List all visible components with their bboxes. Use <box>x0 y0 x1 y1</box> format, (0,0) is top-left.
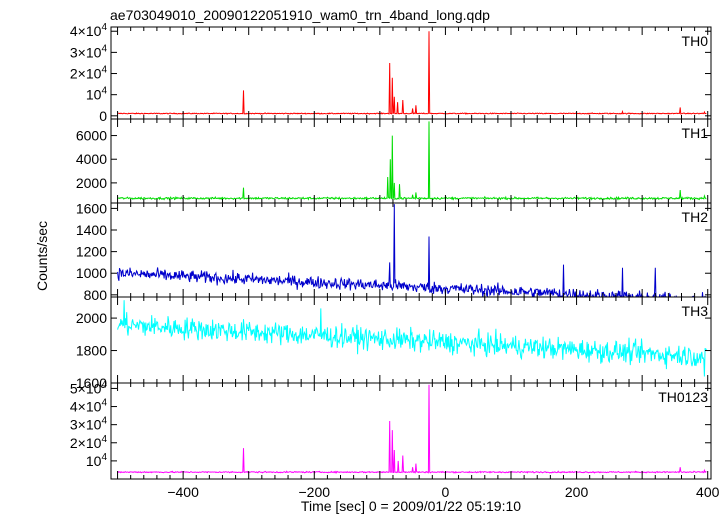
y-tick-label: 1600 <box>76 200 107 216</box>
panel-label-th2: TH2 <box>682 209 709 225</box>
y-tick-label: 1200 <box>76 244 107 260</box>
y-tick-label: 800 <box>84 287 108 303</box>
y-tick-label: 0 <box>99 108 107 124</box>
y-tick-label: 104 <box>86 86 108 103</box>
y-tick-label: 4×104 <box>70 22 108 39</box>
y-tick-label: 4×104 <box>70 398 108 415</box>
panel-label-th0: TH0 <box>682 33 709 49</box>
x-tick-label: −400 <box>167 484 199 500</box>
y-tick-label: 2000 <box>76 175 107 191</box>
x-axis-title: Time [sec] 0 = 2009/01/22 05:19:10 <box>301 498 521 514</box>
y-tick-label: 3×104 <box>70 43 108 60</box>
panel-label-th3: TH3 <box>682 303 709 319</box>
series-line-th1 <box>117 121 707 202</box>
y-tick-label: 1400 <box>76 222 107 238</box>
y-tick-label: 5×104 <box>70 379 108 396</box>
series-line-th3 <box>117 300 707 377</box>
panel-frame-th0 <box>110 26 712 120</box>
panel-frame-th2 <box>110 202 712 298</box>
series-line-th0 <box>117 31 707 115</box>
y-axis-title: Counts/sec <box>34 221 50 291</box>
y-tick-label: 2×104 <box>70 434 108 451</box>
panel-frame-th3 <box>110 296 712 384</box>
x-tick-label: −200 <box>299 484 331 500</box>
y-tick-label: 3×104 <box>70 416 108 433</box>
panel-label-th1: TH1 <box>682 125 709 141</box>
x-tick-label: 200 <box>565 484 589 500</box>
x-tick-label: 400 <box>696 484 720 500</box>
y-tick-label: 1800 <box>76 343 107 359</box>
panel-frame-th0123 <box>110 382 712 480</box>
y-tick-label: 1600 <box>76 375 107 391</box>
panel-label-th0123: TH0123 <box>658 389 708 405</box>
y-tick-label: 1000 <box>76 265 107 281</box>
x-tick-label: 0 <box>442 484 450 500</box>
y-tick-label: 2000 <box>76 310 107 326</box>
y-tick-label: 4000 <box>76 151 107 167</box>
series-line-th0123 <box>117 384 707 474</box>
chart-title: ae703049010_20090122051910_wam0_trn_4ban… <box>110 7 490 23</box>
panel-frame-th1 <box>110 118 712 204</box>
y-tick-label: 104 <box>86 452 108 469</box>
y-tick-label: 2×104 <box>70 65 108 82</box>
y-tick-label: 6000 <box>76 128 107 144</box>
series-line-th2 <box>117 204 707 297</box>
